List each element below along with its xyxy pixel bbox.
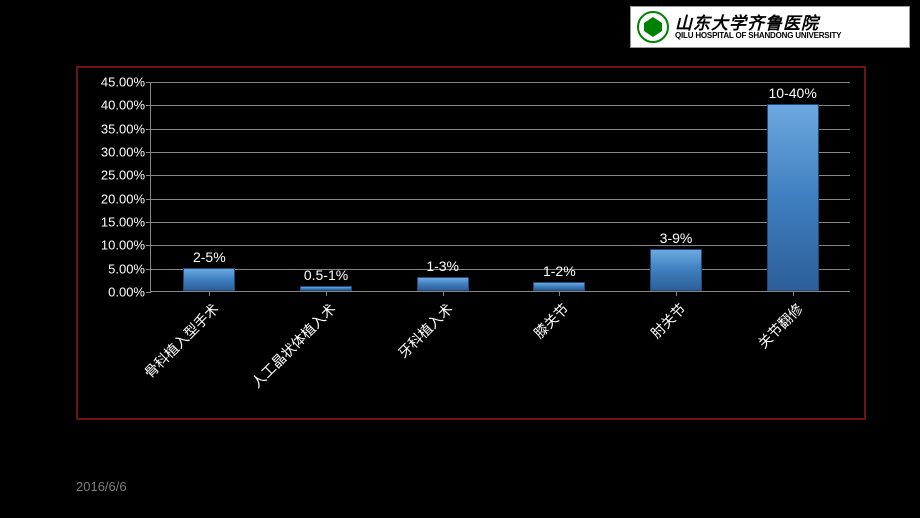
logo-en-text: QILU HOSPITAL OF SHANDONG UNIVERSITY (675, 32, 841, 40)
bar: 3-9% (650, 249, 702, 291)
gridline (151, 105, 850, 106)
plot-area: 0.00%5.00%10.00%15.00%20.00%25.00%30.00%… (150, 82, 850, 292)
x-tick-label: 肘关节 (646, 299, 690, 343)
bar: 2-5% (183, 268, 235, 291)
chart-container: 0.00% 5.00% 10.00% 15.00% 20.00% 25.00% 30.00%… (76, 66, 866, 420)
gridline (151, 82, 850, 83)
gridline (151, 152, 850, 153)
x-tick-mark (676, 291, 677, 296)
date-stamp: 2016/6/6 (76, 479, 127, 494)
hospital-logo: 山东大学齐鲁医院 QILU HOSPITAL OF SHANDONG UNIVE… (630, 6, 910, 48)
y-tick-label: 25.00% (101, 168, 145, 183)
gridline (151, 129, 850, 130)
y-tick-label: 40.00% (101, 98, 145, 113)
bar-value-label: 0.5-1% (304, 267, 348, 283)
x-tick-mark (209, 291, 210, 296)
y-tick-mark (146, 129, 151, 130)
y-tick-mark (146, 292, 151, 293)
y-tick-label: 45.00% (101, 75, 145, 90)
y-tick-label: 35.00% (101, 121, 145, 136)
bar: 1-2% (533, 282, 585, 291)
x-tick-mark (559, 291, 560, 296)
bar-value-label: 1-3% (426, 258, 459, 274)
bar-value-label: 2-5% (193, 249, 226, 265)
y-tick-mark (146, 82, 151, 83)
x-tick-mark (326, 291, 327, 296)
y-tick-mark (146, 152, 151, 153)
bar-value-label: 1-2% (543, 263, 576, 279)
y-tick-mark (146, 245, 151, 246)
logo-emblem-icon (637, 11, 669, 43)
y-tick-label: 15.00% (101, 215, 145, 230)
x-tick-label: 膝关节 (530, 299, 574, 343)
y-tick-mark (146, 175, 151, 176)
x-tick-label: 关节翻修 (753, 299, 807, 353)
bar-value-label: 3-9% (660, 230, 693, 246)
bar-value-label: 10-40% (769, 85, 817, 101)
y-tick-label: 10.00% (101, 238, 145, 253)
y-tick-label: 0.00% (108, 285, 145, 300)
y-tick-mark (146, 199, 151, 200)
bar: 10-40% (767, 104, 819, 291)
y-tick-mark (146, 105, 151, 106)
gridline (151, 269, 850, 270)
y-tick-label: 30.00% (101, 145, 145, 160)
gridline (151, 222, 850, 223)
gridline (151, 199, 850, 200)
x-tick-label: 牙科植入术 (393, 299, 457, 363)
x-tick-mark (443, 291, 444, 296)
y-tick-mark (146, 222, 151, 223)
logo-cn-text: 山东大学齐鲁医院 (675, 15, 841, 32)
x-tick-label: 骨科植入型手术 (140, 299, 223, 382)
y-tick-label: 5.00% (108, 261, 145, 276)
gridline (151, 245, 850, 246)
y-tick-label: 20.00% (101, 191, 145, 206)
bar: 1-3% (417, 277, 469, 291)
gridline (151, 175, 850, 176)
x-tick-label: 人工晶状体植入术 (247, 299, 340, 392)
x-tick-mark (793, 291, 794, 296)
logo-text: 山东大学齐鲁医院 QILU HOSPITAL OF SHANDONG UNIVE… (675, 15, 841, 40)
y-tick-mark (146, 269, 151, 270)
